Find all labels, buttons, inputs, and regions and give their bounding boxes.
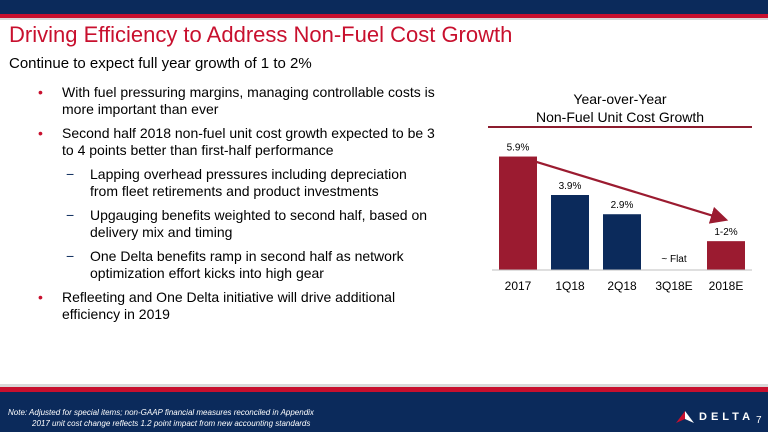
tick-label-2Q18: 2Q18	[607, 279, 637, 293]
bar-2Q18	[603, 214, 641, 270]
top-band	[0, 0, 768, 14]
bullet-list: With fuel pressuring margins, managing c…	[36, 84, 436, 330]
data-label-2017: 5.9%	[507, 143, 530, 154]
bar-1Q18	[551, 195, 589, 270]
data-label-1Q18: 3.9%	[559, 181, 582, 192]
bottom-stripe-gray	[0, 384, 768, 387]
tick-label-1Q18: 1Q18	[555, 279, 585, 293]
footnote-line1: Note: Adjusted for special items; non-GA…	[8, 408, 314, 417]
data-label-2018E: 1-2%	[714, 227, 737, 238]
footnote: Note: Adjusted for special items; non-GA…	[8, 407, 314, 429]
page-number: 7	[756, 415, 762, 426]
bottom-stripe	[0, 387, 768, 392]
bottom-band	[0, 392, 768, 432]
top-stripe-gray	[0, 18, 768, 20]
tick-label-2018E: 2018E	[709, 279, 744, 293]
footnote-line2: 2017 unit cost change reflects 1.2 point…	[32, 419, 311, 428]
tick-label-2017: 2017	[505, 279, 532, 293]
chart-title-rule	[488, 126, 752, 128]
bar-2017	[499, 156, 537, 270]
top-stripe	[0, 14, 768, 18]
data-label-2Q18: 2.9%	[611, 200, 634, 211]
bullet-item: Second half 2018 non-fuel unit cost grow…	[36, 125, 436, 159]
bar-2018E	[707, 241, 745, 270]
sub-bullet-item: Upgauging benefits weighted to second ha…	[36, 207, 436, 241]
chart-title-line1: Year-over-Year	[573, 91, 667, 107]
logo-text: DELTA	[699, 411, 755, 423]
delta-logo: DELTA	[676, 410, 754, 424]
tick-label-3Q18E: 3Q18E	[655, 279, 692, 293]
slide-subtitle: Continue to expect full year growth of 1…	[9, 55, 312, 72]
slide-title: Driving Efficiency to Address Non-Fuel C…	[9, 22, 513, 47]
delta-widget-icon	[676, 411, 694, 423]
data-label-3Q18E: ~ Flat	[661, 254, 687, 265]
bullet-item: With fuel pressuring margins, managing c…	[36, 84, 436, 118]
chart-title-line2: Non-Fuel Unit Cost Growth	[535, 109, 705, 125]
sub-bullet-item: Lapping overhead pressures including dep…	[36, 166, 436, 200]
chart-title: Year-over-Year Non-Fuel Unit Cost Growth	[490, 90, 750, 126]
bullet-item: Refleeting and One Delta initiative will…	[36, 289, 436, 323]
trend-arrow	[531, 159, 729, 224]
sub-bullet-item: One Delta benefits ramp in second half a…	[36, 248, 436, 282]
